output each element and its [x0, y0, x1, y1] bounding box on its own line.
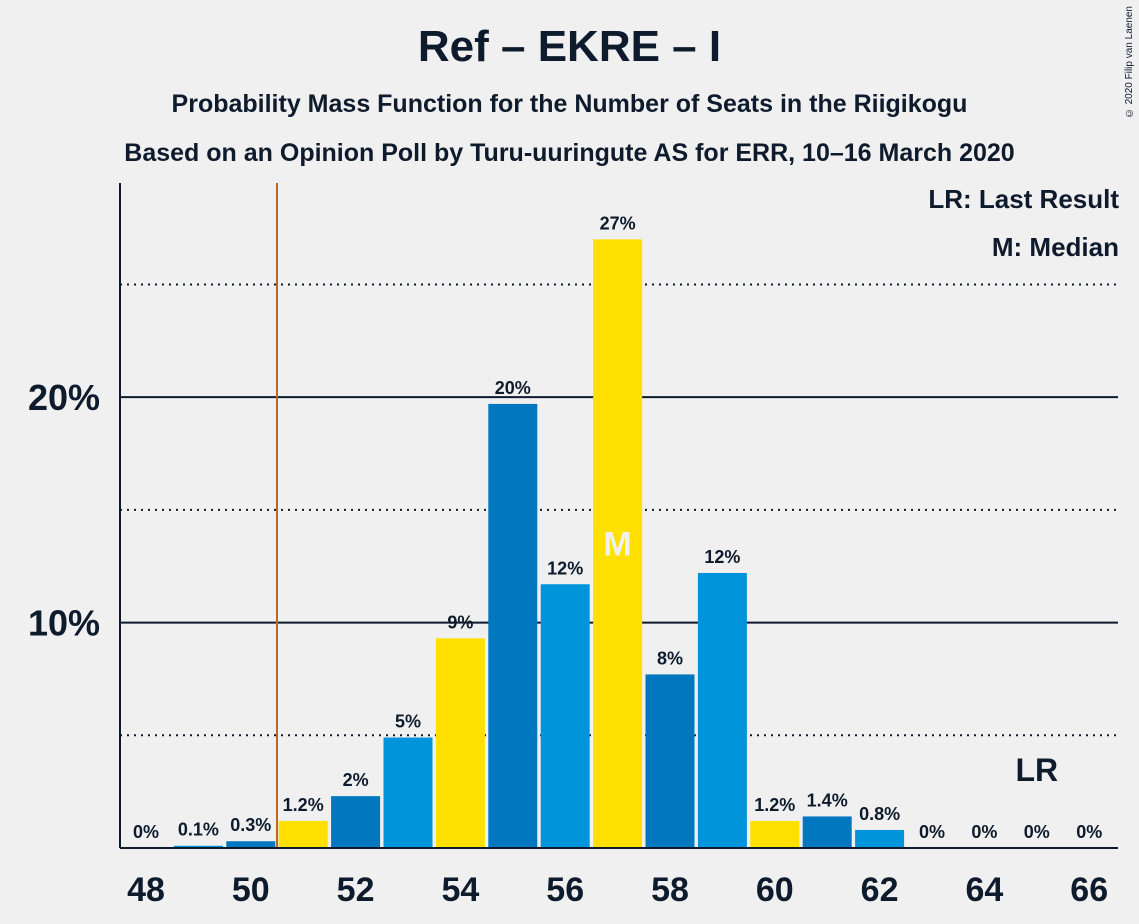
bar-data-label: 0%	[133, 822, 159, 842]
bar	[488, 403, 538, 848]
y-tick-label: 20%	[28, 377, 100, 418]
bar-data-label: 0%	[971, 822, 997, 842]
bar-data-label: 9%	[447, 612, 473, 632]
bar	[278, 820, 328, 848]
bar-data-label: 1.2%	[283, 795, 324, 815]
bar	[593, 239, 643, 848]
x-tick-label: 56	[546, 871, 584, 909]
bar-data-label: 0.3%	[230, 815, 271, 835]
bar	[540, 584, 590, 848]
bar-data-label: 27%	[600, 213, 636, 233]
bar	[802, 816, 852, 848]
bar-data-label: 2%	[343, 770, 369, 790]
x-tick-label: 54	[441, 871, 479, 909]
chart-subtitle-poll: Based on an Opinion Poll by Turu-uuringu…	[124, 139, 1015, 167]
bar-data-label: 0.1%	[178, 820, 219, 840]
bar-data-label: 1.2%	[754, 795, 795, 815]
bar	[645, 674, 695, 848]
legend-last-result: LR: Last Result	[928, 184, 1119, 214]
x-tick-label: 66	[1070, 871, 1108, 909]
bar	[173, 845, 223, 848]
bar	[331, 796, 381, 848]
chart-title: Ref – EKRE – I	[417, 22, 722, 71]
x-tick-label: 58	[651, 871, 689, 909]
bar-data-label: 0%	[1024, 822, 1050, 842]
bar	[435, 638, 485, 848]
bar-data-label: 0.8%	[859, 804, 900, 824]
median-marker: M	[603, 526, 631, 564]
bar-data-label: 20%	[495, 378, 531, 398]
bar-data-label: 1.4%	[807, 790, 848, 810]
last-result-marker: LR	[1015, 752, 1058, 788]
bar-data-label: 0%	[1076, 822, 1102, 842]
x-tick-label: 64	[965, 871, 1003, 909]
bar	[750, 820, 800, 848]
x-tick-label: 50	[232, 871, 270, 909]
bar	[383, 737, 433, 848]
bar	[697, 572, 747, 848]
bar-data-label: 12%	[547, 558, 583, 578]
x-tick-label: 60	[756, 871, 794, 909]
chart-subtitle: Probability Mass Function for the Number…	[171, 90, 968, 118]
x-tick-label: 52	[337, 871, 375, 909]
bar-data-label: 8%	[657, 648, 683, 668]
bar	[855, 829, 905, 848]
bar-data-label: 12%	[704, 547, 740, 567]
bar-data-label: 0%	[919, 822, 945, 842]
y-tick-label: 10%	[28, 603, 100, 644]
legend-median: M: Median	[991, 232, 1119, 262]
x-tick-label: 48	[127, 871, 165, 909]
bar-data-label: 5%	[395, 712, 421, 732]
x-tick-label: 62	[861, 871, 899, 909]
bar	[226, 841, 276, 848]
